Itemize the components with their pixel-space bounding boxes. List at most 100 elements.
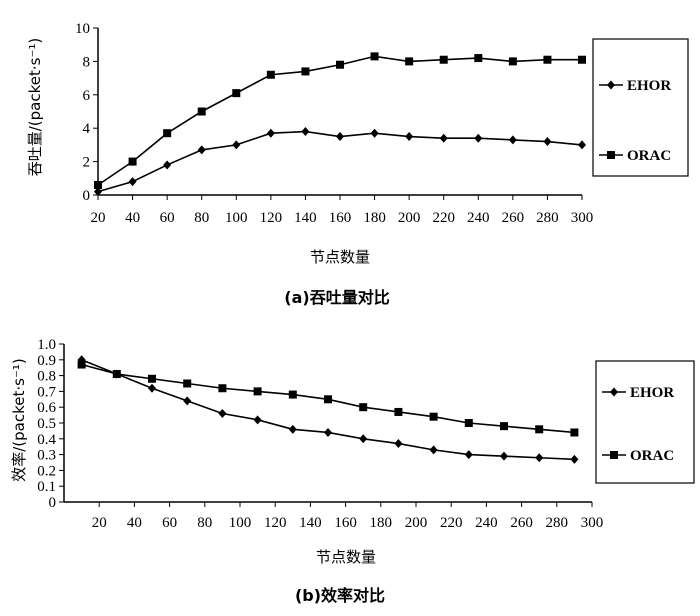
chart-throughput-series-orac-point [439,55,448,64]
chart-throughput-series-orac-point [543,55,552,64]
chart-throughput: 0 2 4 6 8 10 20 40 60 80 100 120 140 160 180 200 220 240 2… [26,21,689,307]
chart-efficiency: 00.10.20.30.40.50.60.70.80.91.0 20 40 60 80 1… [10,337,695,605]
chart-efficiency-y-tick-label: 0.6 [37,400,56,416]
chart-throughput-y-tick-label: 4 [83,121,91,137]
chart-efficiency-y-tick-label: 1.0 [37,337,56,353]
chart-efficiency-legend-orac-label: ORAC [630,448,674,464]
chart-efficiency-y-tick-label: 0.2 [37,463,56,479]
chart-efficiency-caption: (b)效率对比 [295,586,385,605]
chart-throughput-series-ehor-point [439,133,448,143]
chart-throughput-series-orac-point [94,180,102,189]
chart-throughput-series-ehor-point [301,127,310,137]
chart-efficiency-x-tick-label: 240 [475,515,498,531]
chart-throughput-series-ehor-point [128,177,137,187]
chart-efficiency-series-orac-point [500,422,508,431]
chart-efficiency-series-ehor-line [81,359,575,461]
chart-efficiency-legend-ehor-marker [610,387,618,397]
chart-efficiency-series-ehor-point [148,383,156,393]
chart-efficiency-series-orac-point [535,425,544,434]
chart-efficiency-series-ehor-point [429,445,438,455]
chart-throughput-x-tick-label: 240 [467,210,490,226]
chart-throughput-series-ehor-point [508,135,517,145]
chart-efficiency-series-ehor-point [218,409,227,419]
chart-throughput-marks: 0 2 4 6 8 10 20 40 60 80 100 120 140 160 180 200 220 240 2… [75,21,689,226]
chart-throughput-series-orac-point [508,57,517,66]
chart-efficiency-x-tick-label: 200 [405,515,428,531]
chart-throughput-series-orac-point [336,60,344,69]
chart-efficiency-x-tick-label: 180 [370,515,393,531]
chart-throughput-x-tick-label: 100 [225,210,248,226]
chart-efficiency-y-tick-label: 0.9 [37,353,56,369]
chart-throughput-series-ehor-point [94,187,102,197]
chart-throughput-legend-orac-marker [607,151,615,159]
chart-throughput-y-tick-label: 8 [83,54,91,70]
chart-throughput-series-orac-point [578,55,586,64]
chart-throughput-x-tick-label: 300 [571,210,594,226]
chart-efficiency-series-ehor-point [359,434,368,444]
chart-efficiency-x-tick-label: 280 [546,515,569,531]
chart-throughput-legend-orac-label: ORAC [627,148,671,164]
chart-efficiency-marks: 00.10.20.30.40.50.60.70.80.91.0 20 40 60 80 1… [37,337,695,531]
chart-throughput-x-tick-label: 200 [398,210,421,226]
chart-efficiency-x-tick-label: 20 [92,515,107,531]
chart-throughput-x-tick-label: 80 [194,210,209,226]
chart-efficiency-x-tick-label: 60 [162,515,177,531]
chart-throughput-series-orac-point [128,157,137,166]
chart-efficiency-ylabel: 效率/(packet·s⁻¹) [10,358,28,482]
chart-throughput-y-tick-label: 0 [83,188,91,204]
chart-throughput-caption: (a)吞吐量对比 [284,288,389,307]
chart-throughput-series-orac-point [232,89,241,98]
chart-efficiency-series-ehor-point [394,439,403,449]
chart-efficiency-x-tick-label: 120 [264,515,287,531]
chart-efficiency-series-ehor-point [535,453,544,463]
chart-efficiency-x-tick-label: 220 [440,515,463,531]
chart-efficiency-series-ehor-point [183,396,192,406]
chart-throughput-x-tick-label: 20 [91,210,106,226]
chart-throughput-series-ehor-point [336,132,344,142]
chart-efficiency-legend-ehor-label: EHOR [630,385,674,401]
chart-efficiency-series-orac-point [464,419,473,427]
chart-throughput-x-tick-label: 160 [329,210,352,226]
chart-efficiency-y-tick-label: 0.5 [37,416,56,432]
chart-throughput-x-tick-label: 60 [160,210,175,226]
chart-throughput-series-orac-point [266,70,275,79]
chart-efficiency-series-orac-point [324,395,332,404]
chart-throughput-series-ehor-point [163,160,172,170]
chart-throughput-series-orac-point [197,107,206,116]
chart-throughput-series-ehor-point [232,140,241,150]
chart-throughput-ylabel: 吞吐量/(packet·s⁻¹) [26,38,44,177]
chart-throughput-x-tick-label: 140 [294,210,317,226]
chart-efficiency-xlabel: 节点数量 [316,548,376,566]
chart-throughput-legend-ehor-label: EHOR [627,78,671,94]
chart-efficiency-series-orac-point [359,403,368,412]
chart-efficiency-x-tick-label: 40 [127,515,142,531]
chart-throughput-series-orac-point [370,52,379,61]
chart-efficiency-x-tick-label: 140 [299,515,322,531]
chart-efficiency-series-ehor-point [464,450,473,460]
chart-throughput-series-ehor-point [266,128,275,138]
chart-efficiency-series-orac-point [112,370,121,379]
chart-efficiency-series-ehor-point [570,454,579,464]
chart-throughput-x-tick-label: 180 [363,210,386,226]
chart-throughput-series-ehor-point [370,128,379,138]
chart-throughput-y-tick-label: 10 [75,21,90,37]
chart-throughput-series-orac-point [163,129,172,138]
chart-throughput-series-orac-line [97,55,582,186]
chart-efficiency-legend [595,360,695,484]
chart-throughput-y-tick-label: 2 [83,155,91,171]
chart-throughput-series-orac-point [301,67,310,76]
chart-throughput-series-orac-point [405,57,414,66]
chart-throughput-x-tick-label: 120 [260,210,283,226]
chart-efficiency-series-orac-point [148,374,156,383]
chart-efficiency-series-orac-point [429,412,438,421]
chart-efficiency-legend-orac-marker [610,451,618,459]
chart-efficiency-y-tick-label: 0 [49,495,57,511]
chart-efficiency-x-tick-label: 260 [510,515,533,531]
chart-throughput-series-ehor-point [578,140,586,150]
chart-throughput-series-orac-point [474,54,483,63]
chart-throughput-x-tick-label: 40 [125,210,140,226]
chart-efficiency-series-ehor-point [324,427,332,437]
chart-efficiency-y-tick-label: 0.7 [37,384,56,400]
chart-efficiency-series-ehor-point [253,415,262,425]
chart-efficiency-series-orac-point [570,428,579,437]
